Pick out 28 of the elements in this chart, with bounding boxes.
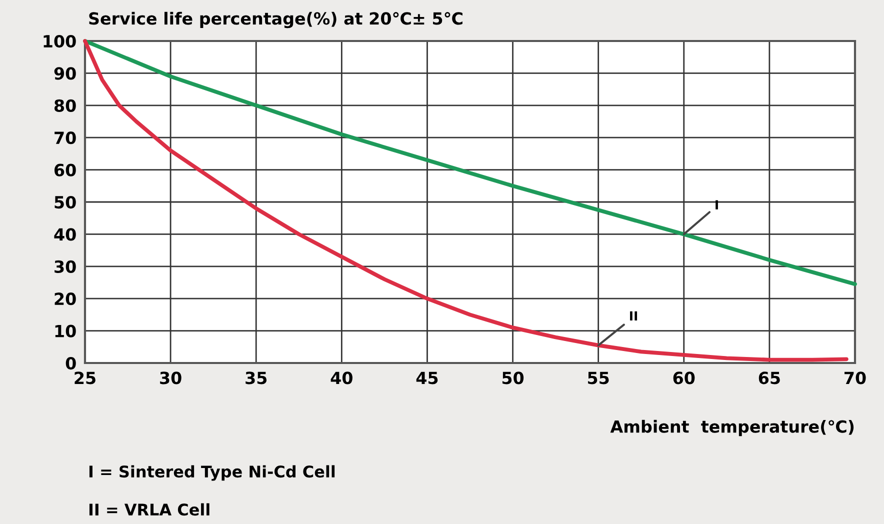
y-tick-label: 100 [44, 34, 76, 48]
text: II = VRLA Cell [89, 503, 210, 516]
annotation: II [630, 311, 638, 320]
x-axis-title: Ambient temperature(℃) [610, 420, 854, 436]
x-tick-label: 35 [246, 372, 267, 384]
x-tick-label: 40 [330, 372, 352, 384]
y-tick-label: 20 [54, 292, 76, 306]
y-tick-label: 10 [55, 324, 76, 338]
line-series [83, 39, 848, 362]
y-tick-label: 80 [54, 99, 76, 112]
x-tick-label: 55 [588, 372, 609, 384]
y-tick-label: 0 [66, 356, 76, 370]
x-tick-label: 50 [502, 372, 524, 384]
x-tick-label: 25 [74, 372, 96, 384]
x-tick-label: 45 [416, 372, 438, 384]
x-tick-label: 30 [160, 372, 182, 384]
x-tick-label: 60 [673, 372, 695, 384]
text: I = Sintered Type Ni-Cd Cell [89, 465, 335, 481]
x-tick-label: 70 [844, 372, 866, 384]
y-tick-label: 70 [54, 132, 76, 144]
x-tick-label: 65 [758, 372, 780, 384]
y-tick-label: 60 [54, 164, 76, 176]
y-tick-label: 90 [54, 67, 76, 80]
chart-title: Service life percentage(%) at 20℃± 5℃ [89, 12, 462, 28]
y-tick-label: 40 [54, 228, 76, 241]
annotation: I [716, 200, 718, 210]
y-tick-label: 30 [54, 260, 76, 273]
y-tick-label: 50 [54, 196, 76, 209]
